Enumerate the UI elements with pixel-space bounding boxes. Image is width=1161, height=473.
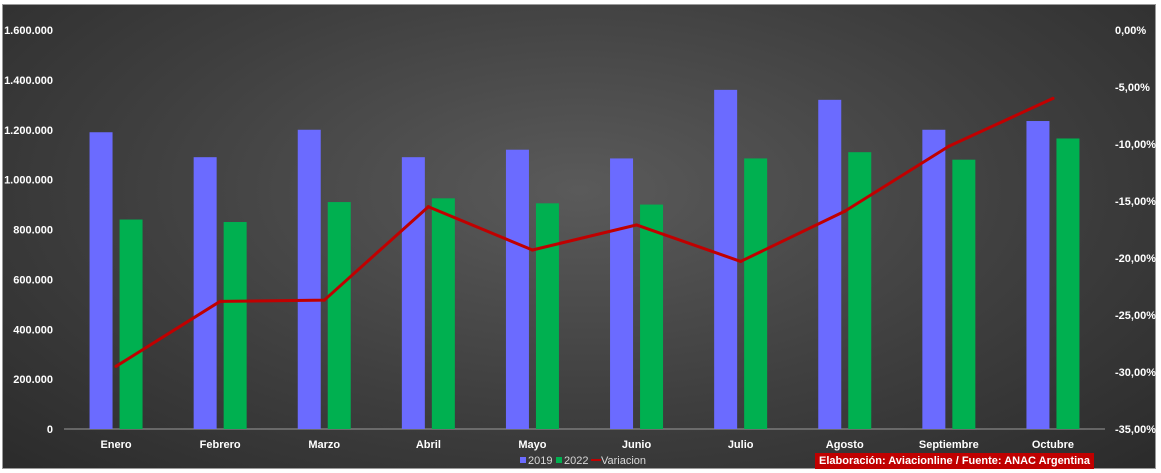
- y-right-tick-label: -10,00%: [1115, 139, 1156, 151]
- bar-2019-mayo: [505, 149, 529, 429]
- bar-2019-junio: [610, 158, 634, 429]
- bar-2019-octubre: [1026, 121, 1050, 429]
- x-tick-label: Octubre: [1032, 439, 1074, 451]
- y-right-tick-label: -30,00%: [1115, 367, 1156, 379]
- x-tick-label: Septiembre: [919, 439, 979, 451]
- legend-label: Variacion: [601, 455, 646, 467]
- x-tick-label: Abril: [416, 439, 441, 451]
- bar-2019-agosto: [818, 99, 842, 429]
- variacion-line-layer: [114, 96, 1055, 368]
- y-left-tick-label: 0: [47, 424, 53, 436]
- bar-2019-marzo: [297, 129, 321, 429]
- y-right-tick-label: -5,00%: [1115, 82, 1150, 94]
- y-right-tick-label: -35,00%: [1115, 424, 1156, 436]
- y-left-tick-label: 400.000: [13, 324, 53, 336]
- variacion-line: [115, 97, 1054, 368]
- variacion-point: [634, 223, 639, 227]
- variacion-point: [739, 259, 743, 264]
- x-tick-label: Agosto: [826, 439, 864, 451]
- bar-2022-mayo: [535, 203, 559, 429]
- bar-2022-abril: [431, 198, 455, 429]
- legend-label: 2019: [528, 455, 552, 467]
- variacion-point: [218, 299, 222, 303]
- bar-2022-junio: [640, 204, 664, 429]
- y-left-tick-label: 600.000: [13, 274, 53, 286]
- x-tick-label: Marzo: [308, 439, 340, 451]
- legend: 2019 2022 Variacion: [520, 455, 646, 467]
- x-tick-label: Mayo: [518, 439, 546, 451]
- bar-2019-abril: [401, 157, 425, 429]
- variacion-point: [947, 144, 951, 148]
- x-tick-label: Junio: [622, 439, 652, 451]
- y-left-tick-label: 800.000: [13, 225, 53, 237]
- y-left-tick-label: 1.200.000: [4, 125, 53, 137]
- bar-2019-septiembre: [922, 129, 946, 429]
- legend-label: 2022: [564, 455, 588, 467]
- bar-2022-marzo: [327, 202, 351, 429]
- bar-2022-octubre: [1056, 138, 1080, 429]
- y-left-tick-label: 1.600.000: [4, 25, 53, 37]
- bar-2022-agosto: [848, 152, 872, 429]
- x-tick-label: Julio: [728, 439, 754, 451]
- variacion-point: [114, 364, 118, 368]
- variacion-point: [1051, 96, 1055, 100]
- bar-2019-enero: [89, 132, 113, 429]
- bar-2022-julio: [744, 158, 768, 429]
- variacion-point: [530, 248, 535, 252]
- bar-2019-febrero: [193, 157, 217, 429]
- y-left-tick-label: 200.000: [13, 374, 53, 386]
- y-left-tick-label: 1.400.000: [4, 75, 53, 87]
- source-credit: Elaboración: Aviacionline / Fuente: ANAC…: [815, 453, 1094, 469]
- bar-2022-septiembre: [952, 159, 976, 430]
- bar-2022-enero: [119, 219, 143, 429]
- y-right-tick-label: -20,00%: [1115, 253, 1156, 265]
- y-right-tick-label: -25,00%: [1115, 310, 1156, 322]
- y-right-tick-label: -15,00%: [1115, 196, 1156, 208]
- x-tick-label: Enero: [100, 439, 131, 451]
- legend-swatch-2022: [556, 457, 562, 463]
- variacion-point: [426, 205, 430, 209]
- y-right-tick-label: 0,00%: [1115, 25, 1146, 37]
- tick-labels: 0 200.000 400.000 600.000 800.000 1.000.000 1.…: [4, 25, 1156, 451]
- legend-swatch-2019: [520, 457, 526, 463]
- y-left-tick-label: 1.000.000: [4, 175, 53, 187]
- bar-2022-febrero: [223, 222, 247, 429]
- variacion-point: [843, 209, 847, 213]
- x-tick-label: Febrero: [200, 439, 241, 451]
- bar-2019-julio: [714, 89, 738, 429]
- variacion-point: [322, 298, 326, 302]
- bars: [89, 89, 1080, 430]
